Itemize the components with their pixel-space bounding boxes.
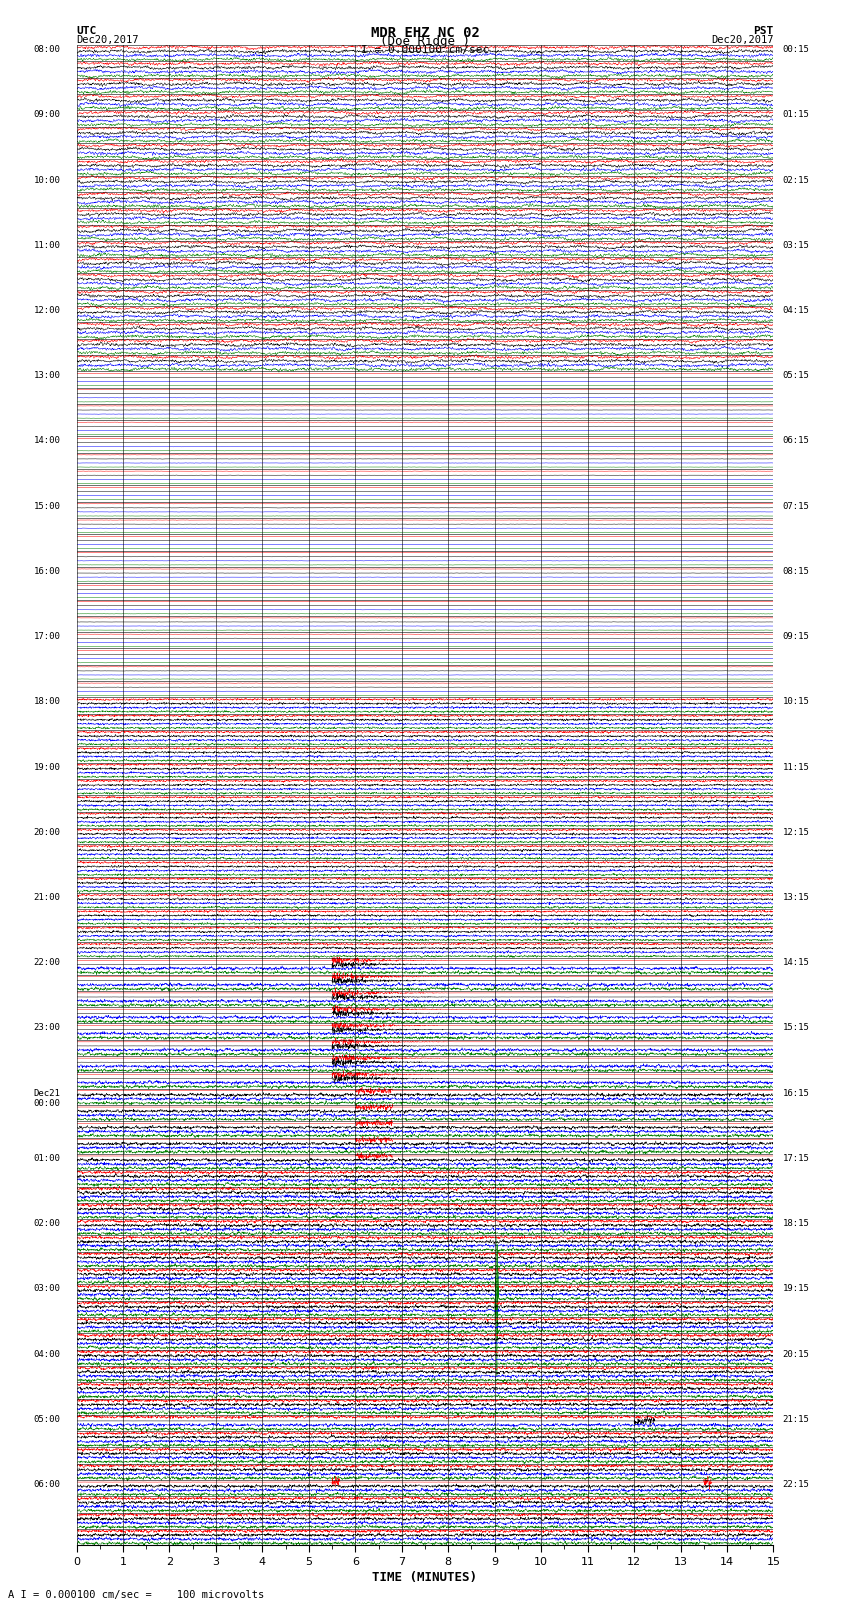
Text: 22:00: 22:00 — [33, 958, 60, 968]
Text: 11:15: 11:15 — [783, 763, 810, 771]
Text: A I = 0.000100 cm/sec =    100 microvolts: A I = 0.000100 cm/sec = 100 microvolts — [8, 1590, 264, 1600]
Text: 01:00: 01:00 — [33, 1153, 60, 1163]
Text: 23:00: 23:00 — [33, 1024, 60, 1032]
Text: 05:15: 05:15 — [783, 371, 810, 381]
Text: 10:00: 10:00 — [33, 176, 60, 184]
Text: 03:00: 03:00 — [33, 1284, 60, 1294]
Text: 09:15: 09:15 — [783, 632, 810, 640]
Text: 00:15: 00:15 — [783, 45, 810, 55]
Text: 21:15: 21:15 — [783, 1415, 810, 1424]
Text: PST: PST — [753, 26, 774, 35]
Text: 02:15: 02:15 — [783, 176, 810, 184]
Text: 03:15: 03:15 — [783, 240, 810, 250]
Text: 08:15: 08:15 — [783, 566, 810, 576]
Text: 19:15: 19:15 — [783, 1284, 810, 1294]
Text: 01:15: 01:15 — [783, 110, 810, 119]
Text: 22:15: 22:15 — [783, 1481, 810, 1489]
Text: 13:15: 13:15 — [783, 894, 810, 902]
Text: 21:00: 21:00 — [33, 894, 60, 902]
Text: 07:15: 07:15 — [783, 502, 810, 511]
Text: 04:15: 04:15 — [783, 306, 810, 315]
Text: 18:15: 18:15 — [783, 1219, 810, 1227]
Text: 14:15: 14:15 — [783, 958, 810, 968]
Text: 06:15: 06:15 — [783, 437, 810, 445]
Text: 12:15: 12:15 — [783, 827, 810, 837]
Text: 15:15: 15:15 — [783, 1024, 810, 1032]
Text: I = 0.000100 cm/sec: I = 0.000100 cm/sec — [361, 45, 489, 55]
Text: 19:00: 19:00 — [33, 763, 60, 771]
Text: Dec20,2017: Dec20,2017 — [711, 35, 774, 45]
Text: 15:00: 15:00 — [33, 502, 60, 511]
Text: 16:15: 16:15 — [783, 1089, 810, 1098]
Text: 06:00: 06:00 — [33, 1481, 60, 1489]
Text: 04:00: 04:00 — [33, 1350, 60, 1358]
Text: 11:00: 11:00 — [33, 240, 60, 250]
Text: 14:00: 14:00 — [33, 437, 60, 445]
Text: 18:00: 18:00 — [33, 697, 60, 706]
Text: 20:15: 20:15 — [783, 1350, 810, 1358]
Text: (Doe Ridge ): (Doe Ridge ) — [380, 35, 470, 48]
Text: 17:15: 17:15 — [783, 1153, 810, 1163]
Text: Dec20,2017: Dec20,2017 — [76, 35, 139, 45]
X-axis label: TIME (MINUTES): TIME (MINUTES) — [372, 1571, 478, 1584]
Text: 16:00: 16:00 — [33, 566, 60, 576]
Text: 08:00: 08:00 — [33, 45, 60, 55]
Text: 10:15: 10:15 — [783, 697, 810, 706]
Text: Dec21
00:00: Dec21 00:00 — [33, 1089, 60, 1108]
Text: 17:00: 17:00 — [33, 632, 60, 640]
Text: 02:00: 02:00 — [33, 1219, 60, 1227]
Text: 20:00: 20:00 — [33, 827, 60, 837]
Text: 05:00: 05:00 — [33, 1415, 60, 1424]
Text: 13:00: 13:00 — [33, 371, 60, 381]
Text: 12:00: 12:00 — [33, 306, 60, 315]
Text: 09:00: 09:00 — [33, 110, 60, 119]
Text: MDR EHZ NC 02: MDR EHZ NC 02 — [371, 26, 479, 40]
Text: UTC: UTC — [76, 26, 97, 35]
